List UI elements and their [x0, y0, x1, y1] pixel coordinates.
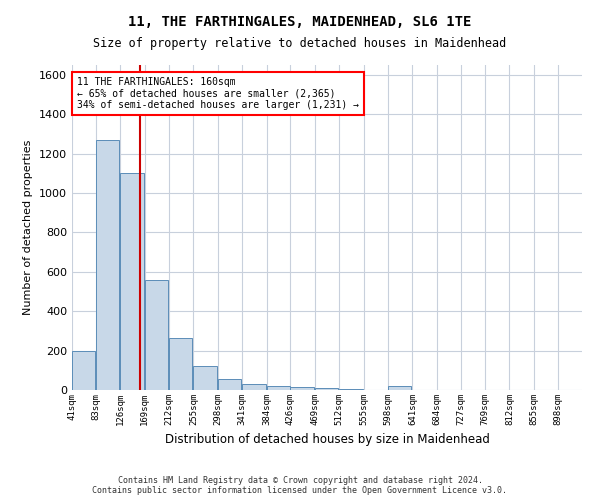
Bar: [242, 384, 266, 390]
Bar: [290, 387, 314, 390]
Bar: [388, 386, 412, 390]
Bar: [96, 140, 119, 390]
Text: Contains HM Land Registry data © Crown copyright and database right 2024.
Contai: Contains HM Land Registry data © Crown c…: [92, 476, 508, 495]
Bar: [315, 388, 338, 390]
Bar: [339, 389, 362, 390]
Bar: [145, 280, 168, 390]
Bar: [72, 350, 95, 390]
Bar: [169, 338, 193, 390]
Bar: [120, 174, 143, 390]
Bar: [218, 379, 241, 390]
Bar: [193, 366, 217, 390]
Bar: [266, 386, 290, 390]
Text: Size of property relative to detached houses in Maidenhead: Size of property relative to detached ho…: [94, 38, 506, 51]
Y-axis label: Number of detached properties: Number of detached properties: [23, 140, 34, 315]
Text: 11, THE FARTHINGALES, MAIDENHEAD, SL6 1TE: 11, THE FARTHINGALES, MAIDENHEAD, SL6 1T…: [128, 15, 472, 29]
Text: 11 THE FARTHINGALES: 160sqm
← 65% of detached houses are smaller (2,365)
34% of : 11 THE FARTHINGALES: 160sqm ← 65% of det…: [77, 77, 359, 110]
X-axis label: Distribution of detached houses by size in Maidenhead: Distribution of detached houses by size …: [164, 434, 490, 446]
